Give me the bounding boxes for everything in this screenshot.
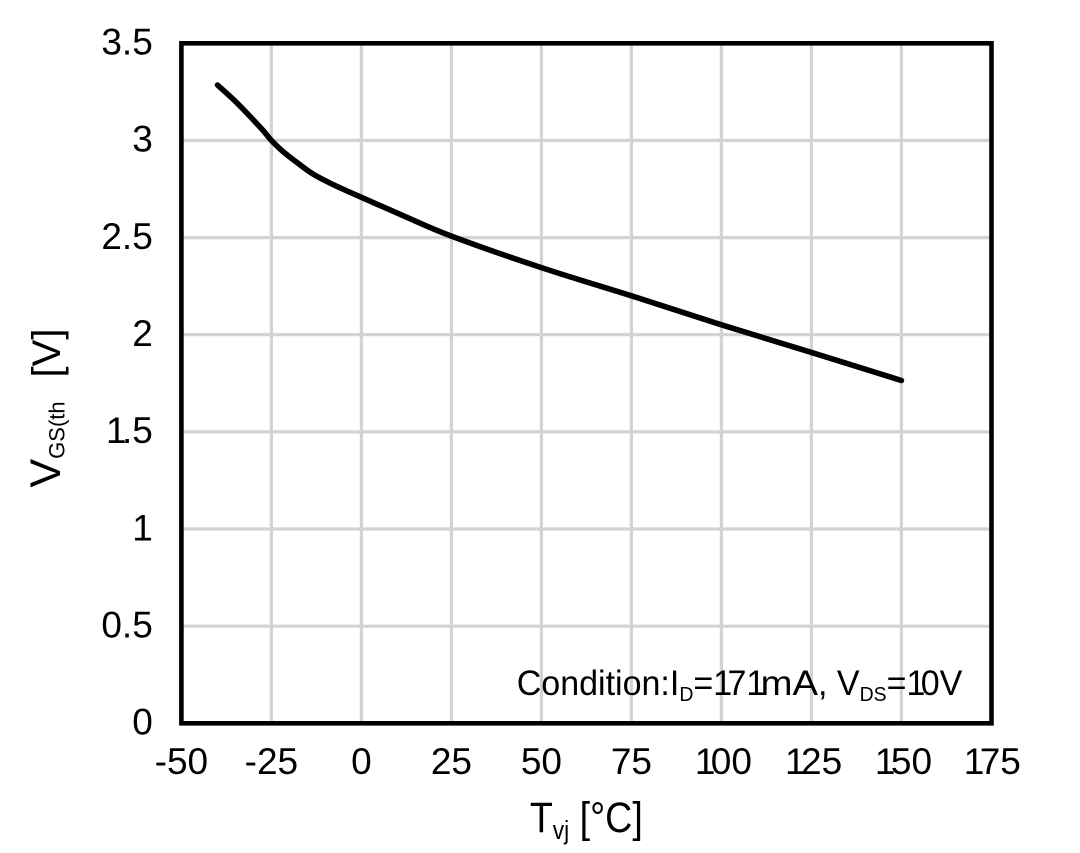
svg-text:75: 75 — [611, 741, 652, 782]
svg-text:-25: -25 — [245, 741, 298, 782]
svg-text:3: 3 — [132, 119, 153, 160]
svg-text:150: 150 — [875, 741, 932, 782]
svg-text:2.5: 2.5 — [101, 216, 152, 257]
svg-text:2: 2 — [132, 313, 153, 354]
svg-text:125: 125 — [785, 741, 842, 782]
svg-text:1.5: 1.5 — [106, 410, 153, 451]
svg-text:Condition:ID=171mA, VDS=10V: Condition:ID=171mA, VDS=10V — [517, 665, 963, 706]
svg-text:1: 1 — [132, 507, 153, 548]
svg-text:Tvj [°C]: Tvj [°C] — [530, 793, 643, 846]
svg-text:0: 0 — [132, 702, 153, 743]
svg-text:-50: -50 — [155, 741, 208, 782]
svg-text:0.5: 0.5 — [101, 605, 152, 646]
svg-text:100: 100 — [695, 741, 752, 782]
svg-text:50: 50 — [521, 741, 562, 782]
svg-text:0: 0 — [351, 741, 372, 782]
svg-text:175: 175 — [964, 741, 1021, 782]
svg-text:3.5: 3.5 — [101, 22, 152, 63]
svg-text:25: 25 — [431, 741, 472, 782]
